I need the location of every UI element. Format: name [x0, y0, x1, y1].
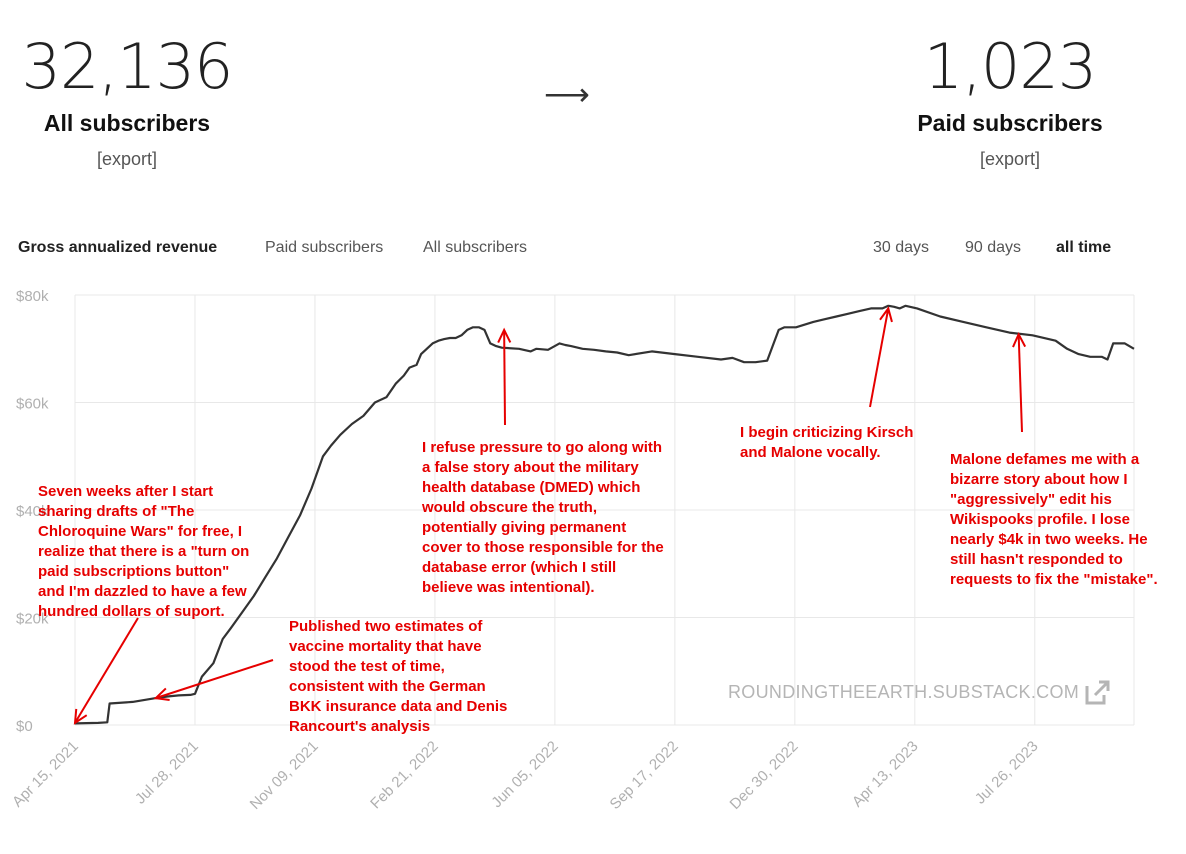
arrow-dmed	[497, 327, 512, 426]
range-all-time[interactable]: all time	[1056, 239, 1112, 256]
x-tick-label: Feb 21, 2022	[367, 738, 442, 813]
arrow-paid-subscriptions	[73, 617, 139, 725]
x-tick-label: Apr 13, 2023	[849, 738, 922, 811]
tab-gross-annualized-revenue[interactable]: Gross annualized revenue	[18, 239, 218, 256]
arrow-kirsch-malone	[869, 306, 893, 408]
y-tick-label: $0	[16, 718, 33, 735]
arrow-vaccine-mortality	[153, 659, 274, 702]
all-subscribers-stat: 32,136 All subscribers [export]	[20, 36, 234, 170]
paid-subscribers-count: 1,023	[923, 30, 1098, 103]
annotation-vaccine-mortality: Published two estimates of vaccine morta…	[289, 618, 508, 735]
x-tick-label: Jun 05, 2022	[488, 738, 561, 811]
x-tick-label: Dec 30, 2022	[727, 738, 802, 813]
tab-paid-subscribers[interactable]: Paid subscribers	[265, 239, 384, 256]
all-subscribers-export-link[interactable]: [export]	[96, 149, 158, 169]
right-arrow-icon: ⟶	[544, 76, 590, 112]
annotation-dmed: I refuse pressure to go along with a fal…	[422, 439, 664, 596]
x-tick-label: Apr 15, 2021	[9, 738, 82, 811]
range-30-days[interactable]: 30 days	[873, 239, 930, 256]
all-subscribers-count: 32,136	[21, 30, 234, 103]
x-tick-label: Jul 26, 2023	[972, 738, 1042, 808]
paid-subscribers-label: Paid subscribers	[917, 110, 1103, 136]
annotation-kirsch-malone: I begin criticizing Kirsch and Malone vo…	[740, 424, 914, 461]
external-link-icon[interactable]	[1082, 678, 1112, 708]
annotation-malone-defamation: Malone defames me with a bizarre story a…	[950, 451, 1158, 588]
y-tick-label: $80k	[16, 288, 49, 305]
revenue-chart: $0 $20k $40k $60k $80k Apr 15, 2021 Jul 28, 2…	[9, 288, 1135, 813]
y-tick-label: $60k	[16, 396, 49, 413]
range-90-days[interactable]: 90 days	[965, 239, 1022, 256]
y-tick-label: $40k	[16, 503, 49, 520]
x-tick-label: Sep 17, 2022	[607, 738, 682, 813]
tab-all-subscribers[interactable]: All subscribers	[423, 239, 528, 256]
x-tick-label: Jul 28, 2021	[132, 738, 202, 808]
paid-subscribers-export-link[interactable]: [export]	[979, 149, 1041, 169]
y-tick-label: $20k	[16, 611, 49, 628]
annotation-paid-subscriptions: Seven weeks after I start sharing drafts…	[38, 483, 250, 620]
revenue-series-line	[74, 304, 1135, 725]
watermark: ROUNDINGTHEEARTH.SUBSTACK.COM	[728, 682, 1080, 702]
arrow-malone-defamation	[1012, 331, 1027, 433]
all-subscribers-label: All subscribers	[43, 110, 211, 136]
paid-subscribers-stat: 1,023 Paid subscribers [export]	[896, 36, 1124, 170]
x-tick-label: Nov 09, 2021	[247, 738, 322, 813]
